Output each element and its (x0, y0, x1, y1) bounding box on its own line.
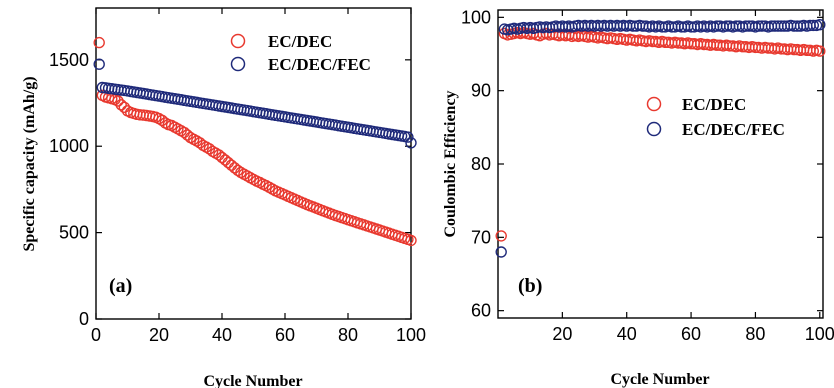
panel-b-data-point (495, 246, 507, 258)
panel-b-y-tick-label: 80 (471, 154, 491, 174)
panel-a-x-tick-label: 0 (91, 325, 101, 345)
panel-a-markers (93, 36, 417, 247)
panel-b-data-point (495, 230, 507, 242)
panel-a-y-axis-title: Specific capacity (mAh/g) (21, 76, 38, 251)
panel-b-series-ec-dec-fec (495, 19, 826, 258)
panel-b-data-point (814, 19, 826, 31)
panel-b-y-tick-label: 90 (471, 81, 491, 101)
panel-a-legend-marker-ec-dec-fec (230, 56, 246, 72)
panel-a-x-tick-label: 60 (275, 325, 295, 345)
panel-b-label: (b) (518, 275, 542, 297)
panel-b-x-tick-label: 80 (745, 324, 765, 344)
panel-b-legend-marker-ec-dec-fec (646, 121, 662, 137)
panel-b-legend-label-ec-dec: EC/DEC (682, 95, 746, 114)
panel-a-data-point (93, 36, 105, 49)
panel-a-data-point (219, 154, 231, 166)
panel-a-legend: EC/DEC EC/DEC/FEC (230, 32, 371, 74)
panel-b-ticks: 20 40 60 80 100 60 70 80 90 100 (461, 7, 834, 344)
panel-a-x-tick-label: 80 (338, 325, 358, 345)
panel-b-x-tick-label: 40 (617, 324, 637, 344)
panel-a-data-point (405, 137, 417, 149)
panel-a-data-point (405, 234, 417, 247)
panel-b-y-tick-label: 60 (471, 301, 491, 321)
panel-b-y-axis-title: Coulombic Efficiency (442, 90, 459, 237)
panel-a-label: (a) (109, 275, 132, 297)
panel-a-legend-label-ec-dec: EC/DEC (268, 32, 332, 51)
panel-a-data-point (225, 159, 238, 171)
panel-a-legend-label-ec-dec-fec: EC/DEC/FEC (268, 55, 371, 74)
panel-b-y-tick-label: 70 (471, 227, 491, 247)
panel-a-series-ec-dec-fec (93, 58, 417, 149)
panel-a-x-tick-label: 40 (212, 325, 232, 345)
panel-a-y-tick-label: 0 (79, 309, 89, 329)
panel-a-data-point (222, 156, 235, 169)
panel-a-y-tick-label: 1500 (49, 50, 89, 70)
panel-b-x-tick-label: 100 (805, 324, 834, 344)
panel-a-legend-marker-ec-dec (230, 33, 246, 49)
panel-a-x-tick-label: 100 (396, 325, 426, 345)
panel-b-legend-marker-ec-dec (646, 96, 662, 112)
panel-b-legend: EC/DEC EC/DEC/FEC (646, 95, 785, 139)
panel-b-x-tick-label: 60 (681, 324, 701, 344)
panel-a-x-tick-label: 20 (149, 325, 169, 345)
panel-a-y-tick-label: 1000 (49, 136, 89, 156)
panel-b-plot-frame (497, 9, 824, 319)
panel-a-data-point (112, 95, 124, 107)
panel-a-data-point (115, 99, 127, 111)
panel-b-data-point (814, 45, 826, 57)
panel-a-plot-frame (95, 7, 412, 320)
panel-b-markers (495, 19, 826, 258)
panel-a-data-point (232, 164, 244, 177)
panel-a-data-point (402, 131, 414, 143)
panel-b-x-tick-label: 20 (552, 324, 572, 344)
panel-a-x-axis-title: Cycle Number (203, 373, 302, 388)
panel-b-x-axis-title: Cycle Number (610, 371, 709, 388)
panel-b-y-tick-label: 100 (461, 7, 491, 27)
panel-b-legend-label-ec-dec-fec: EC/DEC/FEC (682, 120, 785, 139)
panel-a-data-point (93, 58, 105, 70)
panel-a-y-tick-label: 500 (59, 223, 89, 243)
panel-b-efficiency-chart: 20 40 60 80 100 60 70 80 90 100 Cycle Number Coul… (442, 7, 834, 388)
panel-b-data-point (807, 19, 819, 32)
